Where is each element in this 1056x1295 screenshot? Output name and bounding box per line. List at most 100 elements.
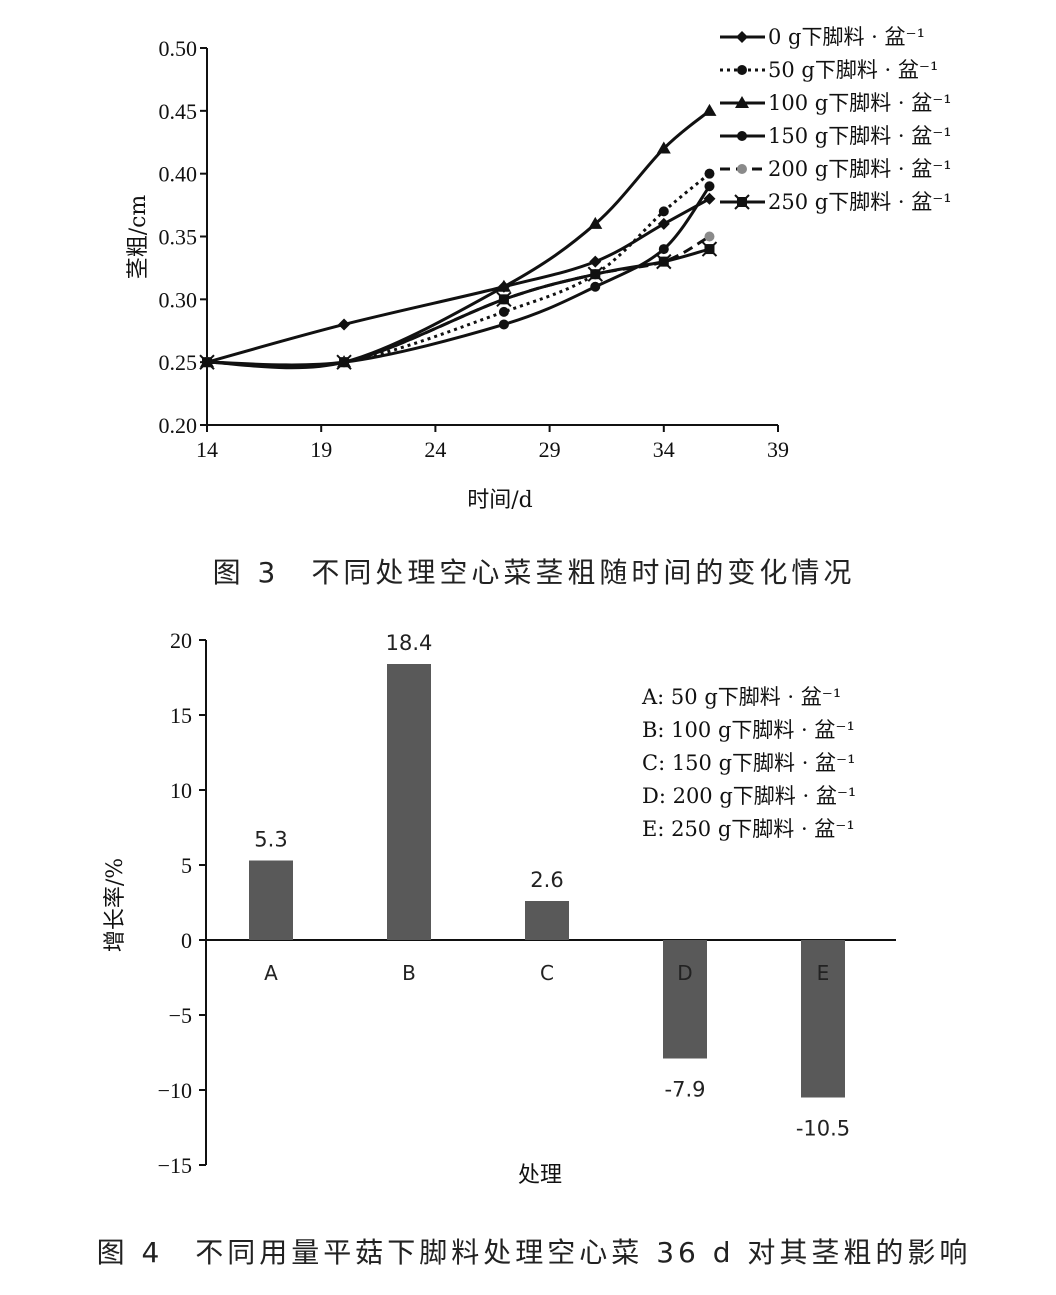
- data-label: 5.3: [254, 828, 287, 852]
- category-label: A: [264, 961, 278, 985]
- y-tick-label: −10: [158, 1078, 192, 1103]
- bar: [663, 940, 707, 1059]
- legend-entry: A: 50 g下脚料 · 盆⁻¹: [641, 685, 841, 709]
- y-tick-label: 20: [170, 628, 192, 653]
- bar-chart-x-axis-label: 处理: [518, 1163, 562, 1188]
- figure-3-caption: 图 3 不同处理空心菜茎粗随时间的变化情况: [213, 556, 856, 589]
- data-point: [588, 216, 603, 229]
- data-point: [704, 168, 715, 179]
- series-line: [206, 235, 711, 369]
- data-point: [199, 354, 215, 370]
- bar-chart: 20 15 10 5 0 −5 −10 −15 A 5.3 B 18.4 C 2.6 D -7.9 E -10.…: [97, 628, 972, 1269]
- data-label: 2.6: [530, 868, 563, 892]
- legend-label: 100 g下脚料 · 盆⁻¹: [768, 91, 952, 115]
- series-line: [206, 185, 711, 367]
- bar-chart-legend: A: 50 g下脚料 · 盆⁻¹ B: 100 g下脚料 · 盆⁻¹ C: 150 …: [641, 685, 856, 841]
- legend-entry: 200 g下脚料 · 盆⁻¹: [720, 157, 952, 181]
- data-point: [496, 279, 511, 292]
- data-point: [658, 206, 669, 217]
- y-tick-label: 0.30: [159, 287, 198, 312]
- figure-4-caption: 图 4 不同用量平菇下脚料处理空心菜 36 d 对其茎粗的影响: [97, 1236, 972, 1269]
- data-point: [704, 231, 715, 242]
- bar-chart-axes: 20 15 10 5 0 −5 −10 −15: [158, 628, 896, 1178]
- data-point: [496, 291, 512, 308]
- legend-entry: 150 g下脚料 · 盆⁻¹: [720, 124, 952, 148]
- data-point: [590, 281, 601, 292]
- legend-label: 250 g下脚料 · 盆⁻¹: [768, 190, 952, 214]
- legend-entry: 50 g下脚料 · 盆⁻¹: [720, 58, 938, 82]
- data-point: [336, 354, 352, 370]
- series-5: [199, 241, 718, 370]
- bar-chart-y-axis-label: 增长率/%: [103, 858, 128, 952]
- legend-entry: E: 250 g下脚料 · 盆⁻¹: [642, 817, 855, 841]
- data-point: [702, 103, 717, 116]
- legend-label: 200 g下脚料 · 盆⁻¹: [768, 157, 952, 181]
- bar: [525, 901, 569, 940]
- line-chart-series: [199, 103, 718, 370]
- legend-label: 50 g下脚料 · 盆⁻¹: [768, 58, 938, 82]
- y-tick-label: 0.45: [159, 99, 198, 124]
- x-tick-label: 19: [310, 437, 332, 462]
- category-label: D: [677, 961, 692, 985]
- series-3: [202, 181, 715, 368]
- legend-marker: [735, 96, 749, 108]
- bar: [249, 860, 293, 940]
- y-tick-label: −5: [169, 1003, 192, 1028]
- y-tick-label: 15: [170, 703, 192, 728]
- legend-marker: [737, 65, 747, 75]
- bar: [801, 940, 845, 1098]
- y-tick-label: 0: [181, 928, 192, 953]
- legend-label: 150 g下脚料 · 盆⁻¹: [768, 124, 952, 148]
- data-point: [587, 266, 603, 282]
- line-chart-axes: 0.20 0.25 0.30 0.35 0.40 0.45 0.50 14 19 24 29 34 39: [159, 36, 790, 462]
- data-label: 18.4: [386, 631, 433, 655]
- legend-entry: 100 g下脚料 · 盆⁻¹: [720, 91, 952, 115]
- data-point: [656, 253, 672, 270]
- x-tick-label: 29: [539, 437, 561, 462]
- y-tick-label: 0.35: [159, 225, 198, 250]
- line-chart-y-axis-label: 茎粗/cm: [126, 195, 151, 280]
- legend-entry: D: 200 g下脚料 · 盆⁻¹: [642, 784, 856, 808]
- series-line: [206, 247, 710, 369]
- y-tick-label: 0.20: [159, 413, 198, 438]
- data-point: [656, 141, 671, 154]
- data-label: -10.5: [796, 1117, 850, 1141]
- data-label: -7.9: [665, 1078, 706, 1102]
- line-chart: 0.20 0.25 0.30 0.35 0.40 0.45 0.50 14 19 24 29 34 39…: [126, 25, 952, 589]
- category-label: E: [817, 961, 830, 985]
- data-point: [498, 306, 509, 317]
- data-point: [658, 244, 669, 255]
- legend-entry: 0 g下脚料 · 盆⁻¹: [720, 25, 925, 49]
- series-0: [201, 192, 716, 369]
- legend-marker: [736, 31, 748, 43]
- legend-entry: 250 g下脚料 · 盆⁻¹: [720, 190, 952, 214]
- category-label: B: [402, 961, 416, 985]
- legend-entry: B: 100 g下脚料 · 盆⁻¹: [642, 718, 855, 742]
- data-point: [701, 241, 718, 257]
- x-tick-label: 39: [767, 437, 789, 462]
- line-chart-legend: 0 g下脚料 · 盆⁻¹ 50 g下脚料 · 盆⁻¹ 100 g下脚料 · 盆⁻¹ 1…: [720, 25, 952, 214]
- y-tick-label: 10: [170, 778, 192, 803]
- data-point: [338, 318, 351, 331]
- bar: [387, 664, 431, 940]
- x-tick-label: 34: [653, 437, 675, 462]
- y-tick-label: 0.50: [159, 36, 198, 61]
- bar-chart-bars: A 5.3 B 18.4 C 2.6 D -7.9 E -10.5: [249, 631, 850, 1141]
- data-point: [589, 255, 602, 268]
- x-tick-label: 24: [424, 437, 446, 462]
- data-point: [703, 192, 716, 205]
- legend-marker: [737, 131, 747, 141]
- y-tick-label: 0.25: [159, 350, 198, 375]
- y-tick-label: 0.40: [159, 162, 198, 187]
- x-tick-label: 14: [196, 437, 218, 462]
- legend-entry: C: 150 g下脚料 · 盆⁻¹: [642, 751, 856, 775]
- legend-label: 0 g下脚料 · 盆⁻¹: [768, 25, 925, 49]
- legend-marker: [734, 194, 750, 210]
- line-chart-x-axis-label: 时间/d: [467, 488, 533, 513]
- y-tick-label: 5: [181, 853, 192, 878]
- series-4: [202, 231, 715, 369]
- data-point: [704, 181, 715, 192]
- data-point: [657, 217, 670, 230]
- legend-marker: [737, 164, 747, 174]
